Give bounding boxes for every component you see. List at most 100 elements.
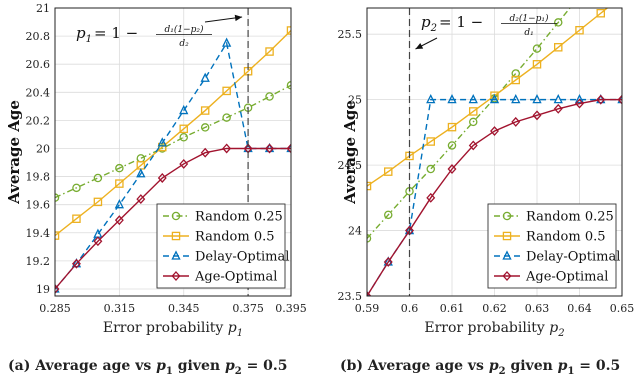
legend-marker-3 [171, 271, 181, 281]
caption-a-gvar: p [224, 358, 235, 374]
data-point [532, 44, 542, 53]
data-point [596, 8, 606, 18]
y-tick-label: 20.6 [26, 58, 51, 71]
data-point [367, 290, 370, 296]
y-tick-label: 19.2 [26, 255, 51, 268]
caption-a-label: (a) [8, 358, 31, 374]
caption-a-prefix: Average age vs [35, 358, 157, 374]
data-point [489, 93, 500, 104]
data-point [179, 158, 189, 169]
formula-lhs: p1 [76, 24, 92, 45]
data-point [222, 113, 231, 122]
legend: Random 0.25 Random 0.5 Delay-Optimal Age-Op… [156, 203, 289, 289]
caption-a-var-sub: 1 [165, 365, 173, 377]
data-point [383, 256, 393, 266]
formula-numerator: d₂(1−p₁) [509, 13, 549, 24]
y-tick-label: 20.8 [26, 30, 51, 43]
y-tick-label: 25.5 [338, 28, 363, 41]
caption-a-var: p [156, 358, 166, 374]
y-tick-label: 25 [348, 94, 362, 107]
data-point [553, 93, 563, 104]
caption-b-label: (b) [340, 358, 364, 374]
data-point [222, 86, 231, 96]
legend: Random 0.25 Random 0.5 Delay-Optimal Age-Op… [487, 203, 620, 289]
data-point [447, 164, 457, 174]
data-point [114, 199, 125, 209]
x-axis-label: Error probability p2 [424, 320, 564, 339]
series-line-2 [367, 98, 622, 296]
caption-b-gvar-sub: 1 [567, 365, 575, 377]
data-point [596, 94, 606, 105]
data-point [367, 181, 372, 191]
data-point [511, 93, 521, 104]
data-point [72, 183, 81, 193]
caption-b: (b) Average age vs p2 given p1 = 0.5 [340, 358, 620, 377]
data-point [574, 93, 585, 104]
x-tick-label: 0.6 [401, 302, 419, 315]
caption-b-gvar: p [557, 358, 568, 374]
x-tick-label: 0.59 [355, 302, 380, 315]
y-tick-label: 19 [36, 283, 50, 296]
data-point [179, 104, 189, 115]
y-tick-label: 24.5 [338, 159, 363, 172]
formula-denominator: d₂ [179, 39, 189, 49]
x-tick-label: 0.64 [567, 302, 592, 315]
legend-marker-0 [502, 211, 512, 221]
x-tick-label: 0.315 [104, 302, 136, 315]
data-point [511, 69, 521, 78]
y-tick-label: 20.2 [26, 114, 51, 127]
data-point [136, 154, 146, 163]
caption-a-gvar-sub: 2 [234, 365, 242, 377]
legend-marker-3 [502, 271, 512, 281]
y-tick-label: 21 [36, 2, 50, 15]
data-point [114, 215, 124, 226]
data-point [426, 192, 436, 203]
legend-marker-2 [171, 250, 181, 260]
y-axis-label: Average Age [5, 100, 23, 205]
legend-marker-1 [502, 231, 512, 241]
data-point [511, 116, 521, 127]
axes-frame [54, 7, 292, 297]
y-tick-label: 20 [36, 142, 50, 155]
data-point [554, 18, 563, 27]
caption-b-gval: = 0.5 [574, 358, 621, 374]
data-point [55, 284, 60, 294]
caption-a: (a) Average age vs p1 given p2 = 0.5 [8, 358, 288, 377]
x-tick-label: 0.375 [232, 302, 264, 315]
data-point [200, 72, 210, 82]
data-point [71, 258, 82, 268]
data-point [200, 106, 210, 115]
data-point [367, 234, 372, 243]
plot-area [367, 8, 622, 296]
data-point [532, 93, 542, 104]
data-point [383, 210, 393, 220]
data-point [72, 214, 81, 223]
data-point [447, 93, 457, 104]
legend-label-1: Random 0.5 [195, 230, 275, 245]
data-point [93, 197, 103, 207]
data-point [221, 37, 232, 47]
caption-b-var-sub: 2 [498, 365, 506, 377]
data-point [265, 47, 274, 56]
caption-a-gval: = 0.5 [241, 358, 288, 374]
data-point [468, 140, 478, 151]
caption-a-given: given [172, 358, 225, 374]
legend-label-1: Random 0.5 [526, 230, 606, 245]
data-point [575, 98, 584, 109]
data-point [286, 143, 291, 154]
data-point [554, 43, 563, 52]
data-point [179, 132, 188, 142]
panel-1: 0.59 0.6 0.61 0.62 0.63 0.64 0.65 23.5 24 24.5 25 2… [338, 7, 634, 339]
data-point [71, 258, 81, 269]
annotation-arrowhead [415, 42, 424, 49]
formula-annotation: p2 = 1 − d₂(1−p₁) d₁ [415, 13, 557, 50]
legend-marker-1 [171, 231, 181, 241]
x-tick-label: 0.65 [610, 302, 634, 315]
data-point [93, 236, 103, 247]
axes-frame [366, 7, 623, 297]
data-point [200, 123, 210, 132]
y-tick-label: 19.8 [26, 171, 51, 184]
data-point [511, 75, 521, 85]
data-point [157, 173, 167, 183]
data-point [265, 92, 274, 101]
